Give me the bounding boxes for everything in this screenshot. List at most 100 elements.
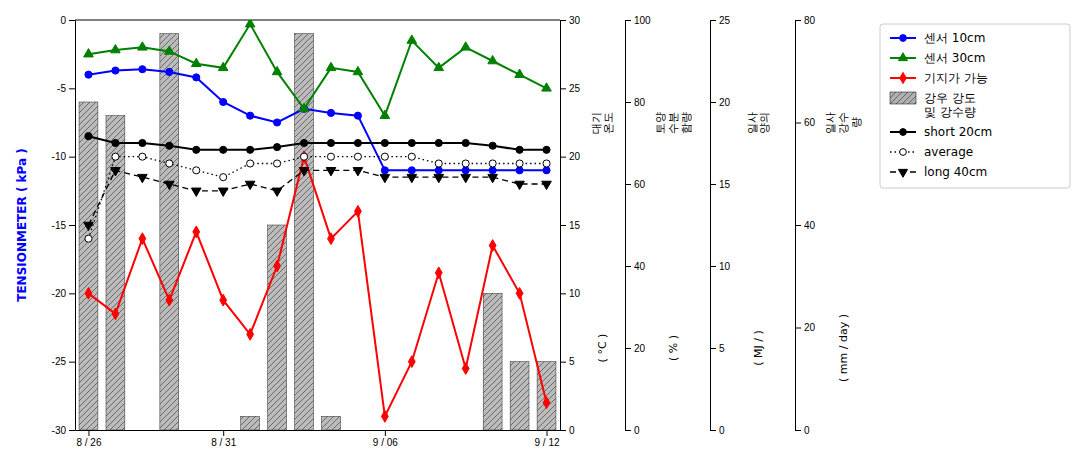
point (138, 174, 148, 182)
point (327, 139, 334, 146)
point (407, 35, 417, 43)
bar-hatch (402, 430, 421, 431)
line (88, 136, 546, 150)
tick-mark (710, 430, 716, 431)
point (164, 46, 174, 54)
point (272, 188, 282, 196)
point (112, 67, 119, 74)
legend-marker (900, 149, 907, 156)
legend-marker (900, 35, 907, 42)
tick: 5 (560, 356, 575, 367)
point (327, 153, 334, 160)
point (299, 103, 309, 111)
tick-label: 15 (719, 179, 731, 190)
bar (375, 430, 394, 431)
line-series (85, 66, 550, 174)
bar-hatch (106, 116, 125, 430)
point (435, 267, 442, 279)
point (489, 167, 496, 174)
tick-label: 9 / 12 (535, 437, 560, 448)
point (543, 160, 550, 167)
point (220, 294, 227, 306)
legend-frame (880, 24, 1070, 188)
legend-item: average (890, 145, 973, 159)
line-series (85, 133, 550, 154)
line (88, 157, 546, 417)
tick-mark (625, 430, 631, 431)
tick-mark (625, 20, 631, 21)
point (434, 62, 444, 70)
point (516, 146, 523, 153)
legend-marker (900, 129, 907, 136)
point (381, 167, 388, 174)
tick-label: 100 (634, 15, 651, 26)
point (408, 153, 415, 160)
tick-mark (625, 102, 631, 103)
tick-label: 40 (804, 220, 816, 231)
tick: 100 (625, 15, 651, 26)
point (353, 168, 363, 176)
tick: 0 (625, 425, 640, 436)
point (245, 181, 255, 189)
bar (133, 430, 152, 431)
extra-axis-unit: ( MJ / ) (752, 330, 765, 366)
point (489, 240, 496, 252)
point (408, 167, 415, 174)
legend-item: 센서 30cm (890, 51, 985, 65)
legend-label: 강우 강도및 강수량 (924, 91, 976, 119)
legend-marker (900, 72, 906, 83)
point (543, 146, 550, 153)
point (515, 181, 525, 189)
tick-mark (69, 362, 75, 363)
tick-mark (795, 430, 801, 431)
tick-mark (795, 20, 801, 21)
axis-line (75, 21, 76, 431)
point (112, 153, 119, 160)
point (516, 287, 523, 299)
legend-marker (898, 169, 907, 177)
tick-mark (795, 123, 801, 124)
legend-label: 센서 30cm (924, 51, 985, 65)
point (435, 167, 442, 174)
point (220, 146, 227, 153)
point (139, 139, 146, 146)
tick: 15 (560, 220, 581, 231)
legend-item: long 40cm (890, 165, 987, 179)
bar-hatch (160, 34, 179, 430)
axis-line (625, 21, 626, 431)
bar (483, 293, 502, 430)
tick-mark (69, 225, 75, 226)
tick-label: 10 (569, 288, 581, 299)
point (355, 205, 362, 217)
point (247, 112, 254, 119)
point (299, 168, 309, 176)
tick-mark (547, 430, 548, 436)
bar (348, 430, 367, 431)
point (354, 139, 361, 146)
tick-label: 5 (569, 356, 575, 367)
legend-item: 센서 10cm (890, 31, 985, 45)
bar (79, 102, 98, 430)
bar-hatch (510, 362, 529, 430)
tick-mark (88, 430, 89, 436)
tick-label: 5 (719, 343, 725, 354)
bar-hatch (295, 34, 314, 430)
bar-hatch (214, 430, 233, 431)
legend-swatch (890, 92, 916, 104)
point (301, 151, 308, 163)
point (193, 226, 200, 238)
point (489, 160, 496, 167)
bar-hatch (348, 430, 367, 431)
y2-axis-unit: ( °C ) (596, 334, 609, 363)
line-series (85, 153, 550, 242)
bar (187, 430, 206, 431)
tick: 15 (710, 179, 731, 190)
extra-axis-unit: ( mm / day ) (837, 314, 850, 382)
tick: -20 (52, 288, 75, 299)
point (111, 168, 121, 176)
line-series (84, 20, 552, 118)
bar (106, 116, 125, 430)
point (380, 174, 390, 182)
point (193, 146, 200, 153)
point (408, 139, 415, 146)
